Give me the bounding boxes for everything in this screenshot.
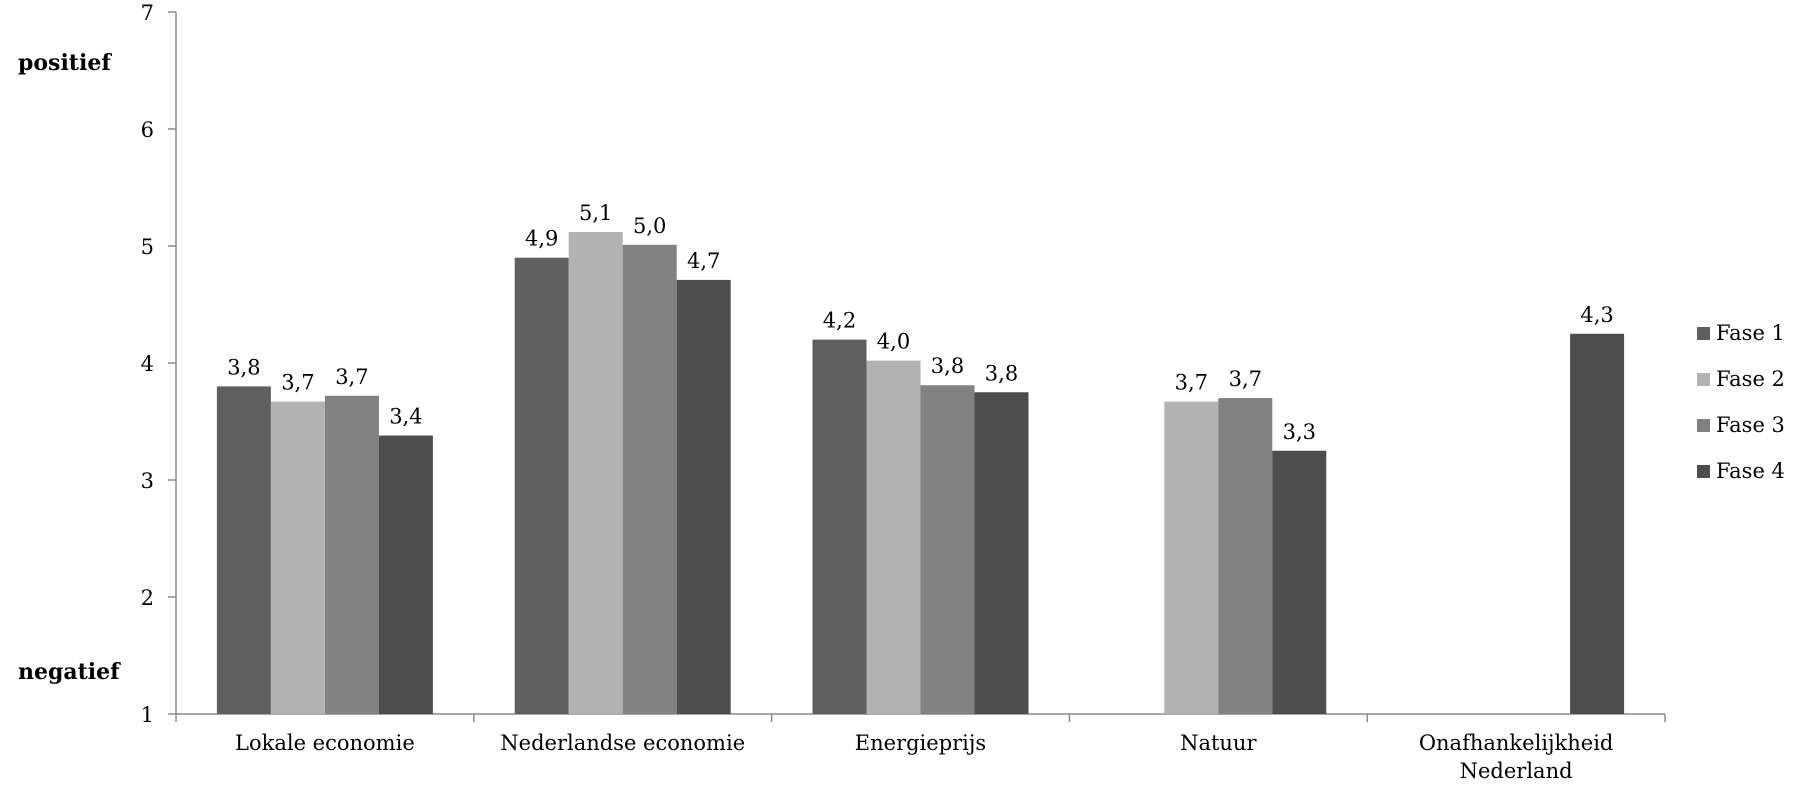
y-axis-bottom-label: negatief bbox=[18, 659, 121, 685]
data-label: 5,1 bbox=[579, 201, 612, 225]
category-label: Nederlandse economie bbox=[500, 731, 745, 755]
legend-label: Fase 4 bbox=[1716, 459, 1785, 483]
y-tick-label: 2 bbox=[141, 586, 154, 610]
data-label: 4,3 bbox=[1580, 303, 1613, 327]
data-label: 4,0 bbox=[877, 330, 910, 354]
bar bbox=[622, 244, 677, 714]
legend-swatch bbox=[1697, 465, 1710, 478]
y-tick-label: 7 bbox=[141, 1, 154, 25]
data-label: 4,2 bbox=[823, 309, 856, 333]
data-label: 5,0 bbox=[633, 214, 666, 238]
category-label: Onafhankelijkheid bbox=[1419, 731, 1614, 755]
bar bbox=[920, 385, 975, 714]
legend-label: Fase 3 bbox=[1716, 413, 1785, 437]
y-tick-label: 4 bbox=[141, 352, 154, 376]
legend-label: Fase 2 bbox=[1716, 367, 1785, 391]
data-label: 3,4 bbox=[389, 405, 422, 429]
data-label: 4,7 bbox=[687, 249, 720, 273]
data-label: 3,7 bbox=[281, 371, 314, 395]
bar bbox=[676, 279, 731, 714]
legend-swatch bbox=[1697, 419, 1710, 432]
bar bbox=[1164, 401, 1219, 714]
bar bbox=[1272, 450, 1327, 714]
category-label: Lokale economie bbox=[235, 731, 415, 755]
data-label: 4,9 bbox=[525, 227, 558, 251]
y-tick-label: 3 bbox=[141, 469, 154, 493]
bars bbox=[216, 231, 1625, 714]
y-axis-top-label: positief bbox=[18, 50, 112, 76]
category-label: Energieprijs bbox=[855, 731, 986, 755]
category-label: Natuur bbox=[1180, 731, 1257, 755]
data-label: 3,3 bbox=[1283, 420, 1316, 444]
bar bbox=[1570, 333, 1625, 714]
bar bbox=[324, 395, 379, 714]
legend-swatch bbox=[1697, 373, 1710, 386]
data-label: 3,8 bbox=[227, 355, 260, 379]
y-ticks: 1 2 3 4 5 6 7 bbox=[141, 1, 176, 727]
y-tick-label: 6 bbox=[141, 118, 154, 142]
data-label: 3,8 bbox=[985, 361, 1018, 385]
bar bbox=[974, 392, 1029, 714]
y-tick-label: 5 bbox=[141, 235, 154, 259]
bar bbox=[1218, 398, 1273, 714]
bar bbox=[812, 339, 867, 714]
bar bbox=[216, 386, 271, 714]
data-label: 3,8 bbox=[931, 354, 964, 378]
category-labels: Lokale economie Nederlandse economie Energ… bbox=[235, 731, 1613, 783]
category-label: Nederland bbox=[1460, 759, 1573, 783]
legend-swatch bbox=[1697, 327, 1710, 340]
bar bbox=[270, 401, 325, 714]
bar bbox=[568, 231, 623, 714]
bar bbox=[378, 435, 433, 714]
bar bbox=[866, 360, 921, 714]
bar bbox=[514, 257, 569, 714]
data-label: 3,7 bbox=[1175, 371, 1208, 395]
data-label: 3,7 bbox=[335, 365, 368, 389]
legend: Fase 1 Fase 2 Fase 3 Fase 4 bbox=[1697, 321, 1785, 483]
legend-label: Fase 1 bbox=[1716, 321, 1785, 345]
data-label: 3,7 bbox=[1229, 367, 1262, 391]
x-ticks bbox=[175, 714, 1666, 722]
value-labels: 3,8 3,7 3,7 3,4 4,9 5,1 5,0 4,7 4,2 4,0 3,8 3,8 3,7 3… bbox=[227, 201, 1614, 444]
y-tick-label: 1 bbox=[141, 703, 154, 727]
